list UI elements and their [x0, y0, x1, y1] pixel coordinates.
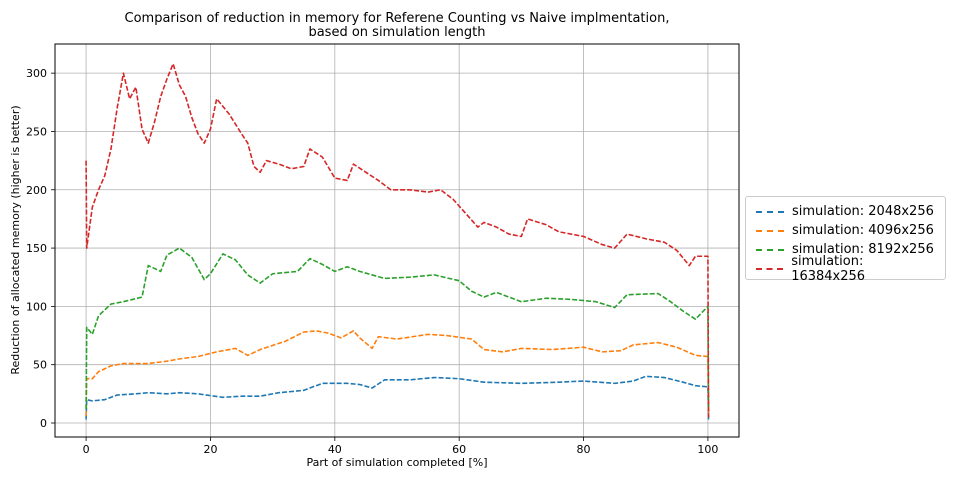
- legend-label: simulation: 2048x256: [792, 204, 934, 219]
- x-axis-label: Part of simulation completed [%]: [306, 456, 487, 469]
- legend-swatch: [756, 248, 784, 251]
- legend-label: simulation: 16384x256: [791, 253, 866, 284]
- legend: simulation: 2048x256 simulation: 4096x256…: [745, 196, 946, 284]
- x-tick-label: 60: [452, 443, 466, 456]
- series-line-2: [85, 330, 710, 418]
- plot-frame: [54, 43, 740, 438]
- x-tick-label: 100: [697, 443, 718, 456]
- legend-label: simulation: 8192x256: [792, 242, 934, 257]
- series-line-3: [85, 247, 710, 412]
- series-line-1: [85, 375, 710, 420]
- y-tick-label: 50: [33, 359, 47, 372]
- x-tick-label: 80: [577, 443, 591, 456]
- chart-subtitle: based on simulation length: [308, 25, 486, 40]
- y-tick-label: 250: [26, 125, 47, 138]
- legend-item: simulation: 16384x256: [754, 254, 937, 284]
- y-tick-label: 0: [40, 417, 47, 430]
- legend-item: simulation: 4096x256: [754, 221, 937, 240]
- x-tick-label: 0: [83, 443, 90, 456]
- y-axis-label: Reduction of allocated memory (higher is…: [9, 105, 22, 374]
- y-tick-label: 150: [26, 242, 47, 255]
- y-tick-label: 300: [26, 67, 47, 80]
- legend-swatch: [756, 229, 784, 232]
- legend-item: simulation: 2048x256: [754, 202, 937, 221]
- x-tick-label: 40: [328, 443, 342, 456]
- chart-title: Comparison of reduction in memory for Re…: [124, 11, 670, 26]
- grid-layer: [55, 44, 739, 437]
- legend-label: simulation: 4096x256: [792, 223, 934, 238]
- x-tick-label: 20: [203, 443, 217, 456]
- tick-layer: 0 20 40 60 80 100 0 50 100 150 200 250 300: [26, 67, 718, 456]
- legend-swatch: [756, 210, 784, 213]
- y-tick-label: 200: [26, 184, 47, 197]
- legend-item: simulation: 8192x256: [754, 240, 937, 259]
- legend-swatch: [756, 267, 784, 270]
- series-layer: [85, 63, 710, 420]
- series-line-4: [85, 63, 710, 418]
- y-tick-label: 100: [26, 300, 47, 313]
